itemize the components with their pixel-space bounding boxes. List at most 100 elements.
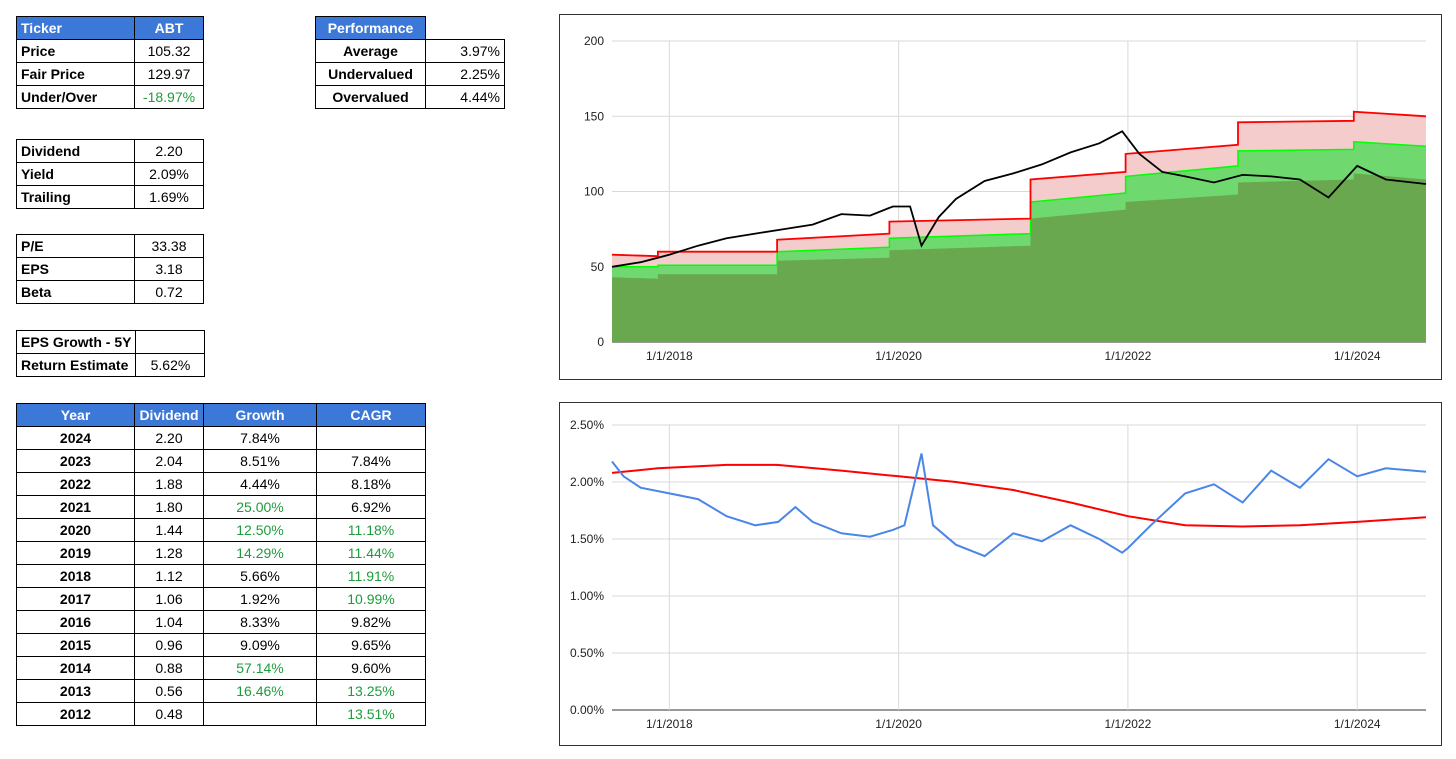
performance-row-value: 3.97% [425,39,505,63]
dividend-row-value: 1.69% [134,185,204,209]
y-tick-label: 0.00% [570,703,604,717]
dividend-row-value: 2.09% [134,162,204,186]
history-header-dividend: Dividend [134,403,204,427]
y-tick-label: 50 [591,260,605,274]
history-cell-dividend: 2.04 [134,449,204,473]
growth-row-label: EPS Growth - 5Y [15,330,137,354]
history-cell-dividend: 2.20 [134,426,204,450]
growth-table: EPS Growth - 5Y Return Estimate 5.62% [15,330,206,377]
history-row: 2012 0.48 13.51% [16,702,426,726]
history-cell-year: 2012 [16,702,135,726]
history-cell-year: 2016 [16,610,135,634]
history-header-year: Year [16,403,135,427]
history-cell-dividend: 1.12 [134,564,204,588]
performance-row-label: Undervalued [315,62,426,86]
x-tick-label: 1/1/2018 [646,717,693,731]
history-cell-growth: 25.00% [203,495,317,519]
ticker-row-value: -18.97% [134,85,204,109]
y-tick-label: 150 [584,109,604,123]
x-tick-label: 1/1/2024 [1334,717,1381,731]
valuation-row-label: EPS [16,257,135,281]
price-line [611,130,1427,268]
x-tick-label: 1/1/2022 [1105,717,1152,731]
performance-row-label: Overvalued [315,85,426,109]
ticker-row-value: 105.32 [134,39,204,63]
history-cell-growth: 1.92% [203,587,317,611]
y-tick-label: 1.00% [570,589,604,603]
y-tick-label: 100 [584,185,604,199]
performance-table: Performance Average 3.97% Undervalued 2.… [315,16,505,109]
history-row: 2023 2.04 8.51% 7.84% [16,449,426,473]
history-cell-dividend: 1.04 [134,610,204,634]
dividend-yield-line [611,453,1427,558]
history-cell-year: 2021 [16,495,135,519]
history-cell-growth: 5.66% [203,564,317,588]
valuation-table: P/E 33.38 EPS 3.18 Beta 0.72 [16,234,204,304]
history-cell-dividend: 0.88 [134,656,204,680]
history-cell-dividend: 0.96 [134,633,204,657]
history-header-growth: Growth [203,403,317,427]
history-cell-dividend: 1.88 [134,472,204,496]
history-cell-year: 2024 [16,426,135,450]
history-row: 2016 1.04 8.33% 9.82% [16,610,426,634]
y-tick-label: 0.50% [570,646,604,660]
valuation-row-value: 33.38 [134,234,204,258]
x-tick-label: 1/1/2020 [875,717,922,731]
growth-row-label: Return Estimate [15,353,137,377]
history-cell-cagr: 9.82% [316,610,426,634]
price-valuation-chart: 0 50 100 150 200 1/1/2018 1/1/2020 1/1/2022 1/1/… [559,14,1442,380]
ticker-row-value: 129.97 [134,62,204,86]
history-row: 2018 1.12 5.66% 11.91% [16,564,426,588]
overvalued-line [611,110,1427,258]
history-cell-year: 2020 [16,518,135,542]
history-cell-cagr: 11.91% [316,564,426,588]
history-cell-cagr: 8.18% [316,472,426,496]
x-tick-label: 1/1/2024 [1334,349,1381,363]
price-valuation-chart-svg: 0 50 100 150 200 1/1/2018 1/1/2020 1/1/2022 1/1/… [584,34,1427,363]
history-cell-year: 2023 [16,449,135,473]
ticker-row-label: Fair Price [16,62,135,86]
history-cell-growth: 57.14% [203,656,317,680]
history-cell-cagr: 13.25% [316,679,426,703]
history-row: 2017 1.06 1.92% 10.99% [16,587,426,611]
dividend-row-value: 2.20 [134,139,204,163]
history-cell-cagr: 11.44% [316,541,426,565]
y-tick-label: 1.50% [570,532,604,546]
valuation-row-value: 3.18 [134,257,204,281]
history-cell-cagr: 6.92% [316,495,426,519]
valuation-row-label: Beta [16,280,135,304]
history-row: 2024 2.20 7.84% [16,426,426,450]
history-cell-growth: 8.51% [203,449,317,473]
performance-row-value: 2.25% [425,62,505,86]
dividend-row-label: Yield [16,162,135,186]
history-cell-year: 2013 [16,679,135,703]
history-cell-year: 2017 [16,587,135,611]
x-tick-label: 1/1/2020 [875,349,922,363]
history-cell-year: 2019 [16,541,135,565]
history-cell-growth: 9.09% [203,633,317,657]
dividend-history-table: Year Dividend Growth CAGR 2024 2.20 7.84% 2… [16,403,426,726]
ticker-row-label: Under/Over [16,85,135,109]
history-cell-growth: 7.84% [203,426,317,450]
history-cell-cagr: 10.99% [316,587,426,611]
history-cell-dividend: 0.48 [134,702,204,726]
history-cell-dividend: 1.28 [134,541,204,565]
y-tick-label: 200 [584,34,604,48]
history-row: 2013 0.56 16.46% 13.25% [16,679,426,703]
average-yield-line [611,463,1427,528]
history-row: 2014 0.88 57.14% 9.60% [16,656,426,680]
growth-row-value: 5.62% [135,353,206,377]
dividend-yield-chart: 0.00% 0.50% 1.00% 1.50% 2.00% 2.50% 1/1/2018 1/… [559,402,1442,746]
history-cell-year: 2014 [16,656,135,680]
performance-header: Performance [315,16,426,40]
history-cell-growth: 14.29% [203,541,317,565]
history-cell-cagr: 11.18% [316,518,426,542]
ticker-header-value: ABT [134,16,204,40]
history-cell-dividend: 0.56 [134,679,204,703]
history-cell-growth: 8.33% [203,610,317,634]
history-cell-growth: 16.46% [203,679,317,703]
dividend-table: Dividend 2.20 Yield 2.09% Trailing 1.69% [16,139,204,209]
y-tick-label: 2.00% [570,475,604,489]
history-cell-dividend: 1.06 [134,587,204,611]
dividend-row-label: Trailing [16,185,135,209]
